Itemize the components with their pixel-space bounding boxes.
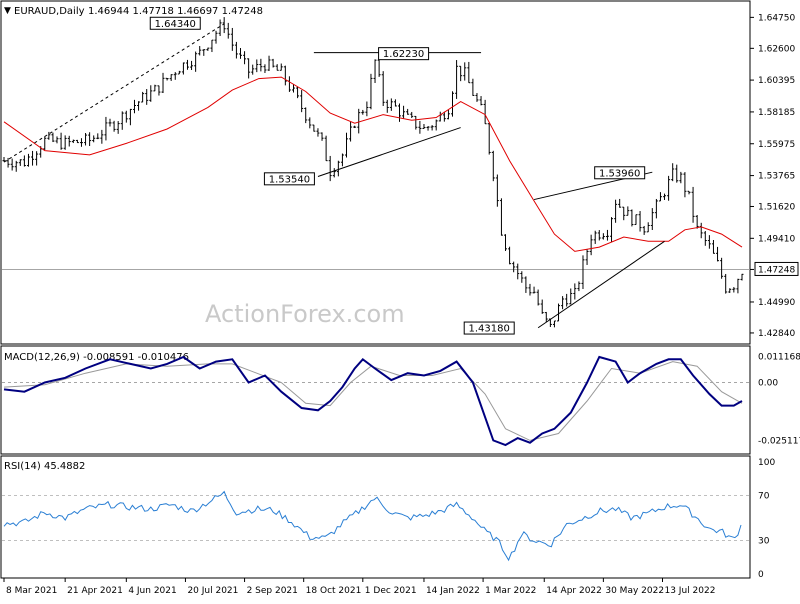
time-axis-label: 14 Jan 2022 xyxy=(426,586,480,596)
trendline xyxy=(3,23,225,163)
price-axis-label: 1.49410 xyxy=(758,234,795,244)
price-annotation-label: 1.53540 xyxy=(269,174,310,185)
price-axis-label: 1.64750 xyxy=(758,13,795,23)
macd-signal-line xyxy=(3,361,743,441)
rsi-axis-label: 30 xyxy=(758,536,770,546)
trendline xyxy=(537,240,665,329)
price-axis-label: 1.53765 xyxy=(758,172,795,182)
ma20-line xyxy=(3,76,743,252)
price-axis-label: 1.42840 xyxy=(758,329,795,339)
time-axis-label: 30 May 2022 xyxy=(605,586,664,596)
price-annotation-label: 1.62230 xyxy=(383,49,424,60)
price-axis-label: 1.60395 xyxy=(758,76,795,86)
price-annotation-box xyxy=(463,321,515,335)
rsi-axis-label: 70 xyxy=(758,492,770,502)
time-axis-label: 13 Jul 2022 xyxy=(664,586,715,596)
time-axis-label: 8 Mar 2021 xyxy=(6,586,57,596)
macd-title: MACD(12,26,9) -0.008591 -0.010476 xyxy=(4,352,189,363)
price-annotation-box xyxy=(149,16,201,30)
time-axis-label: 21 Apr 2021 xyxy=(67,586,123,596)
rsi-pane-frame xyxy=(0,455,751,579)
macd-axis-label: 0.011168 xyxy=(758,353,800,363)
price-axis-label: 1.44990 xyxy=(758,298,795,308)
time-axis-label: 1 Dec 2021 xyxy=(365,586,417,596)
time-axis-label: 20 Jul 2021 xyxy=(187,586,238,596)
price-annotation-label: 1.43180 xyxy=(469,324,510,335)
watermark: ActionForex.com xyxy=(205,300,405,328)
current-price-tag xyxy=(754,261,799,276)
rsi-title: RSI(14) 45.4882 xyxy=(4,461,85,472)
time-axis-label: 4 Jun 2021 xyxy=(128,586,176,596)
time-axis-label: 18 Oct 2021 xyxy=(306,586,362,596)
price-annotation-box xyxy=(263,172,315,186)
time-axis-label: 2 Sep 2021 xyxy=(247,586,298,596)
rsi-axis-label: 100 xyxy=(758,458,775,468)
price-axis-label: 1.55975 xyxy=(758,140,795,150)
price-pane: 1.64340 1.62230 1.53540 1.43180 1.53960 xyxy=(2,16,750,335)
price-annotation-box xyxy=(378,47,430,61)
price-annotation-label: 1.53960 xyxy=(599,168,640,179)
time-axis-label: 14 Apr 2022 xyxy=(546,586,602,596)
axes: 1.64750 1.62600 1.60395 1.58185 1.55975 1.537… xyxy=(3,13,800,596)
macd-axis-label: 0.00 xyxy=(758,378,778,388)
price-axis-area xyxy=(751,1,799,578)
time-axis-label: 1 Mar 2022 xyxy=(485,586,536,596)
rsi-line xyxy=(3,490,742,562)
header-symbol: EURAUD,Daily xyxy=(14,6,85,17)
price-axis-label: 1.62600 xyxy=(758,44,795,54)
price-annotation-box xyxy=(594,166,646,180)
header-ohlc: 1.46944 1.47718 1.46697 1.47248 xyxy=(88,6,263,17)
macd-line xyxy=(3,355,743,447)
macd-pane xyxy=(2,355,750,447)
header-symbol-icon: ▼ xyxy=(4,6,11,16)
macd-axis-label: -0.025117 xyxy=(758,437,800,447)
price-annotation-label: 1.64340 xyxy=(155,19,196,30)
current-price-label: 1.47248 xyxy=(758,265,795,275)
price-axis-label: 1.58185 xyxy=(758,108,795,118)
trendline xyxy=(317,127,461,177)
rsi-pane xyxy=(2,490,750,562)
rsi-axis-label: 0 xyxy=(758,570,764,580)
price-axis-label: 1.51620 xyxy=(758,202,795,212)
